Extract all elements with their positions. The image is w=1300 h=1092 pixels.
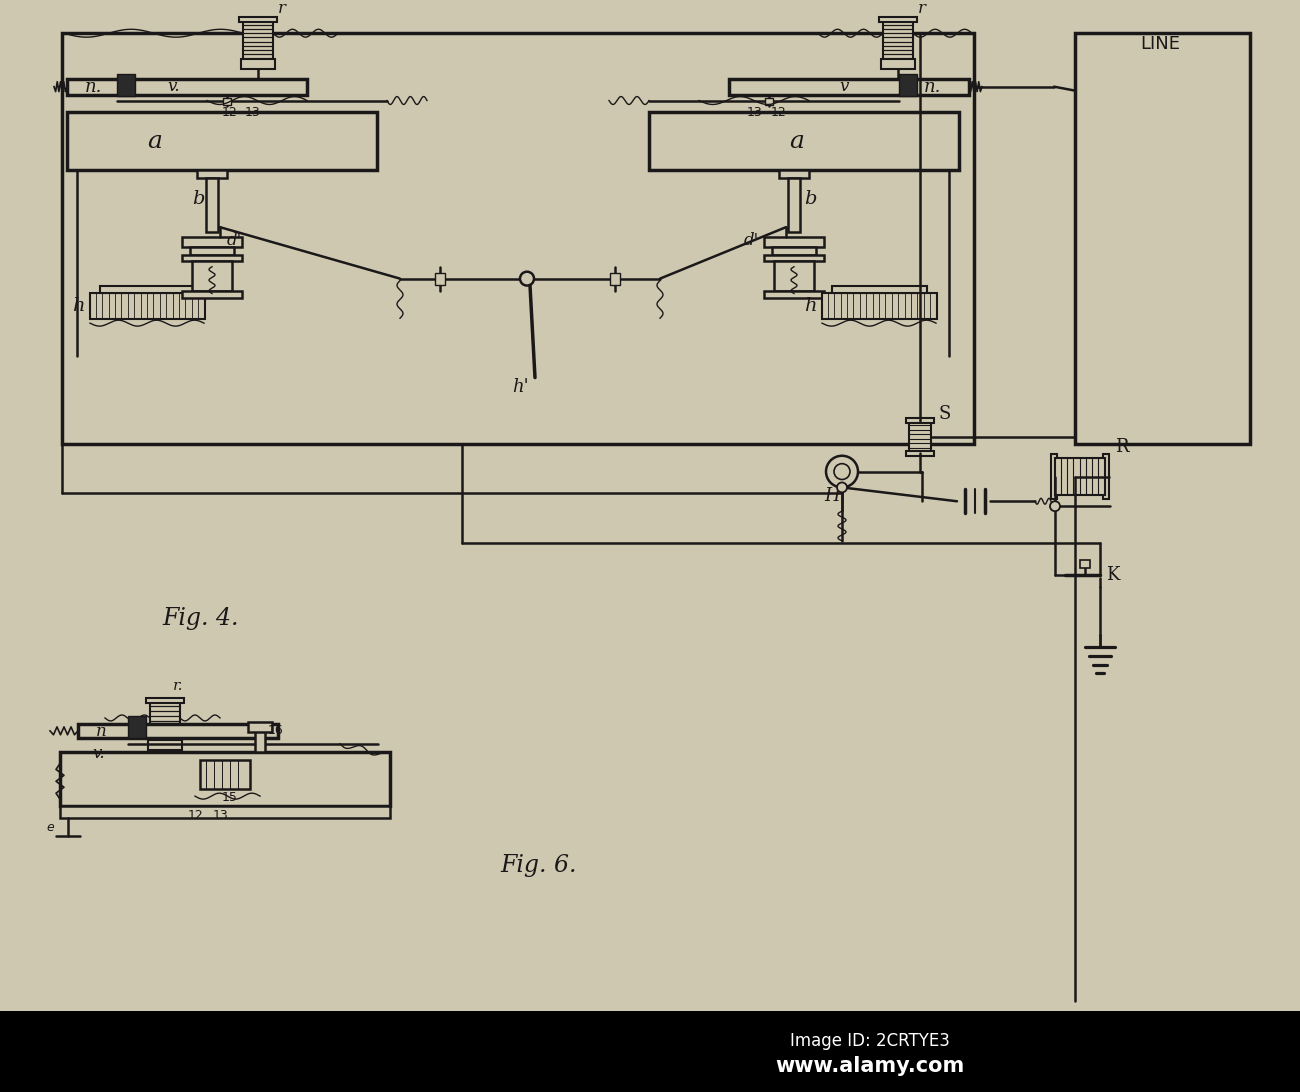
Bar xyxy=(906,418,933,423)
Bar xyxy=(68,79,307,95)
Text: S: S xyxy=(939,405,950,423)
Bar xyxy=(764,97,774,106)
Bar xyxy=(772,247,816,254)
Bar xyxy=(224,97,231,106)
Bar xyxy=(255,729,265,751)
Bar xyxy=(117,74,135,96)
Bar xyxy=(148,739,182,749)
Bar xyxy=(1050,454,1057,499)
Bar xyxy=(436,273,445,285)
Bar xyxy=(243,22,273,59)
Bar xyxy=(0,1011,1300,1092)
Text: h': h' xyxy=(512,379,529,396)
Circle shape xyxy=(1050,501,1060,511)
Bar xyxy=(822,294,937,319)
Text: Image ID: 2CRTYE3: Image ID: 2CRTYE3 xyxy=(790,1032,950,1049)
Text: 15: 15 xyxy=(222,791,238,804)
Text: 12: 12 xyxy=(222,106,238,119)
Bar xyxy=(205,178,218,233)
Text: 13: 13 xyxy=(747,106,763,119)
Text: h: h xyxy=(72,297,84,316)
Text: H: H xyxy=(824,487,840,506)
Bar xyxy=(60,751,390,806)
Circle shape xyxy=(826,455,858,487)
Bar xyxy=(764,290,824,298)
Bar xyxy=(729,79,968,95)
Bar xyxy=(146,698,185,703)
Bar xyxy=(248,722,272,732)
Bar xyxy=(182,254,242,261)
Bar xyxy=(774,261,814,290)
Text: 13: 13 xyxy=(213,809,229,822)
Bar xyxy=(127,716,146,738)
Text: LINE: LINE xyxy=(1140,35,1180,54)
Bar xyxy=(788,178,800,233)
Text: v.: v. xyxy=(92,745,104,761)
Bar xyxy=(779,169,809,178)
Text: n: n xyxy=(96,723,107,739)
Text: b: b xyxy=(803,190,816,209)
Bar xyxy=(764,254,824,261)
Bar xyxy=(239,17,277,22)
Bar xyxy=(90,294,205,319)
Bar xyxy=(78,724,278,738)
Circle shape xyxy=(835,464,850,479)
Text: d': d' xyxy=(744,232,759,249)
Text: 12: 12 xyxy=(771,106,786,119)
Text: 12: 12 xyxy=(188,809,204,822)
Text: n.: n. xyxy=(924,78,941,96)
Bar xyxy=(150,702,179,739)
Bar xyxy=(1102,454,1109,499)
Text: r.: r. xyxy=(173,679,183,693)
Text: www.alamy.com: www.alamy.com xyxy=(775,1056,965,1077)
Text: r: r xyxy=(278,0,286,17)
Text: h: h xyxy=(803,297,816,316)
Bar xyxy=(198,169,228,178)
Bar xyxy=(610,273,620,285)
Text: 16: 16 xyxy=(268,724,283,737)
Bar xyxy=(832,285,927,294)
Text: a: a xyxy=(147,130,162,153)
Text: a: a xyxy=(789,130,803,153)
Text: d': d' xyxy=(227,232,242,249)
Bar xyxy=(240,59,276,69)
Bar xyxy=(906,451,933,455)
Text: Fig. 4.: Fig. 4. xyxy=(162,607,238,630)
Bar xyxy=(192,261,231,290)
Bar xyxy=(62,33,974,443)
Text: r: r xyxy=(918,0,926,17)
Text: b: b xyxy=(192,190,204,209)
Bar xyxy=(881,59,915,69)
Bar xyxy=(182,290,242,298)
Text: R: R xyxy=(1115,438,1128,455)
Text: v.: v. xyxy=(166,78,179,95)
Bar xyxy=(879,17,916,22)
Bar xyxy=(200,760,250,790)
Bar xyxy=(1080,559,1089,568)
Bar xyxy=(60,806,390,818)
Bar xyxy=(100,285,195,294)
Bar xyxy=(909,422,931,453)
Text: e: e xyxy=(46,821,53,834)
Bar xyxy=(1056,458,1105,496)
Bar xyxy=(68,112,377,169)
Bar xyxy=(900,74,916,96)
Circle shape xyxy=(520,272,534,285)
Text: Fig. 6.: Fig. 6. xyxy=(500,854,576,877)
Bar xyxy=(182,237,242,247)
Bar xyxy=(649,112,959,169)
Text: n.: n. xyxy=(84,78,103,96)
Circle shape xyxy=(837,483,848,492)
Text: 13: 13 xyxy=(244,106,261,119)
Text: K: K xyxy=(1106,567,1119,584)
Text: v: v xyxy=(838,78,849,95)
Bar xyxy=(190,247,234,254)
Bar xyxy=(764,237,824,247)
Bar xyxy=(883,22,913,59)
Bar xyxy=(1075,33,1251,443)
